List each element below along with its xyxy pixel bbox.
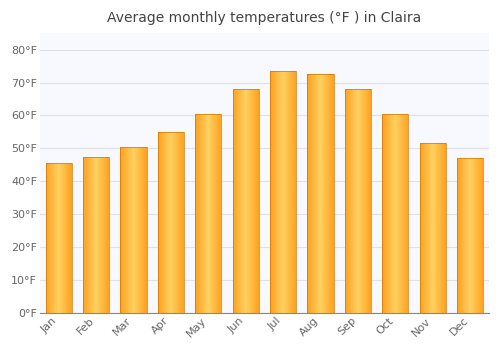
Bar	[457, 158, 483, 313]
Bar	[83, 156, 109, 313]
Bar	[120, 147, 146, 313]
Bar	[270, 71, 296, 313]
Bar	[345, 89, 371, 313]
Bar	[382, 114, 408, 313]
Bar	[46, 163, 72, 313]
Bar	[158, 132, 184, 313]
Bar	[308, 74, 334, 313]
Title: Average monthly temperatures (°F ) in Claira: Average monthly temperatures (°F ) in Cl…	[108, 11, 422, 25]
Bar	[232, 89, 259, 313]
Bar	[420, 144, 446, 313]
Bar	[195, 114, 222, 313]
